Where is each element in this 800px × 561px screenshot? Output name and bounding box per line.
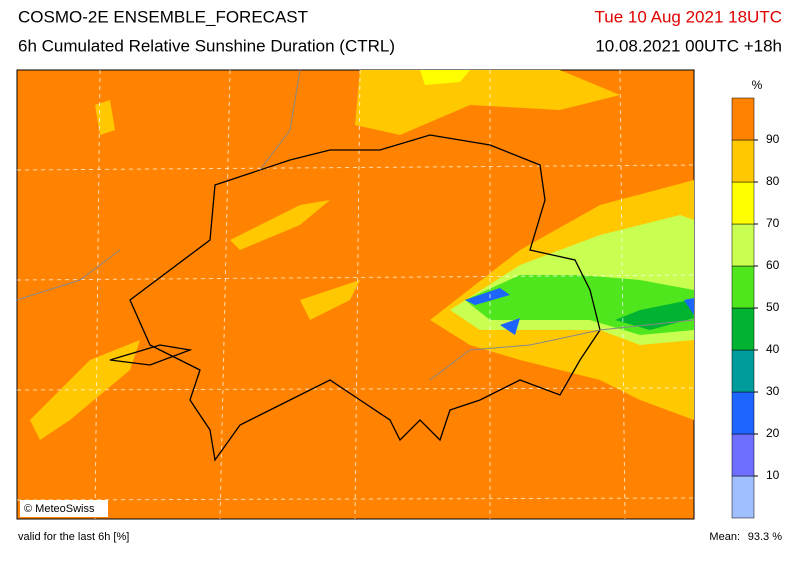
colorbar-bin — [731, 97, 755, 141]
colorbar-bin — [731, 433, 755, 477]
colorbar-tick-label: 50 — [766, 300, 780, 314]
borders — [109, 134, 601, 462]
colorbar-tick-label: 20 — [766, 426, 780, 440]
colorbar-bin — [731, 391, 755, 435]
title: COSMO-2E ENSEMBLE_FORECAST — [18, 7, 308, 26]
footer-note: valid for the last 6h [%] — [18, 531, 129, 543]
colorbar-tick-label: 10 — [766, 468, 780, 482]
colorbar-bin — [731, 475, 755, 519]
copyright-box — [20, 500, 108, 517]
colorbar-tick-label: 30 — [766, 384, 780, 398]
colorbar-unit: % — [752, 78, 763, 92]
valid-time: Tue 10 Aug 2021 18UTC — [595, 7, 782, 26]
colorbar-tick-label: 70 — [766, 216, 780, 230]
rivers — [16, 69, 695, 381]
colorbar-bin — [731, 307, 755, 351]
colorbar-tick-label: 80 — [766, 174, 780, 188]
colorbar-tick-label: 40 — [766, 342, 780, 356]
copyright: © MeteoSwiss — [24, 503, 95, 515]
mean-label: Mean: — [709, 531, 740, 543]
subtitle: 6h Cumulated Relative Sunshine Duration … — [18, 36, 395, 55]
run-info: 10.08.2021 00UTC +18h — [595, 36, 782, 55]
map: © MeteoSwiss — [16, 69, 695, 520]
colorbar-tick-label: 90 — [766, 132, 780, 146]
grid — [16, 69, 695, 520]
mean-value: 93.3 % — [748, 531, 782, 543]
colorbar-bin — [731, 265, 755, 309]
colorbar-bin — [731, 223, 755, 267]
colorbar-bin — [731, 139, 755, 183]
cloudy-field — [450, 215, 694, 345]
colorbar-bin — [731, 349, 755, 393]
colorbar-tick-label: 60 — [766, 258, 780, 272]
colorbar: % 10 20 30 40 50 60 70 80 90 — [731, 78, 780, 519]
colorbar-bin — [731, 181, 755, 225]
